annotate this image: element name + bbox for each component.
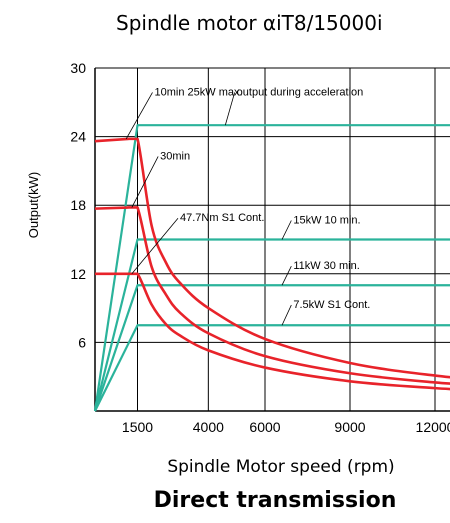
y-tick-label: 30 — [70, 60, 86, 76]
x-tick-label: 9000 — [334, 419, 365, 435]
series-line-15kw-10-min — [93, 238, 450, 412]
series-line-11kw-30-min — [93, 284, 450, 412]
x-axis-label: Spindle Motor speed (rpm) — [167, 457, 394, 477]
y-tick-label: 12 — [70, 266, 86, 282]
annotation-leader — [131, 156, 159, 208]
annotation-leader — [131, 217, 179, 275]
x-tick-label: 4000 — [193, 419, 224, 435]
annotation-leader — [281, 266, 292, 286]
tick-labels: 61218243015004000600090001200015000 — [70, 60, 450, 435]
series-line-output-during-acceleration — [93, 124, 450, 412]
series-group — [93, 124, 450, 412]
annotation-label: 15kW 10 min. — [293, 214, 360, 226]
chart-subtitle: Direct transmission — [154, 488, 397, 513]
y-tick-label: 18 — [70, 197, 86, 213]
series-line-47-7nm-s1-cont — [95, 272, 450, 391]
series-line-10min-25kw-max — [94, 137, 450, 379]
y-axis-label: Output(kW) — [26, 172, 41, 238]
x-tick-label: 1500 — [122, 419, 153, 435]
annotations: 10min 25kW max.output during acceleratio… — [125, 86, 370, 326]
annotation-leader — [125, 92, 153, 140]
chart-title: Spindle motor αiT8/15000i — [116, 11, 383, 35]
y-tick-label: 24 — [70, 129, 86, 145]
series-line-30min — [94, 206, 450, 385]
y-tick-label: 6 — [78, 334, 86, 350]
annotation-label: 11kW 30 min. — [293, 260, 359, 272]
annotation-label: 30min — [160, 150, 190, 162]
annotation-leader — [224, 92, 236, 126]
annotation-label: 10min 25kW max. — [155, 86, 243, 98]
annotation-leader — [281, 220, 292, 240]
x-tick-label: 6000 — [249, 419, 280, 435]
axes — [94, 68, 450, 412]
annotation-label: 7.5kW S1 Cont. — [293, 299, 370, 311]
annotation-label: output during acceleration — [237, 86, 364, 98]
series-line-7-5kw-s1-cont — [94, 324, 450, 412]
x-tick-label: 12000 — [416, 419, 450, 435]
annotation-label: 47.7Nm S1 Cont. — [180, 212, 264, 224]
annotation-leader — [281, 304, 292, 326]
